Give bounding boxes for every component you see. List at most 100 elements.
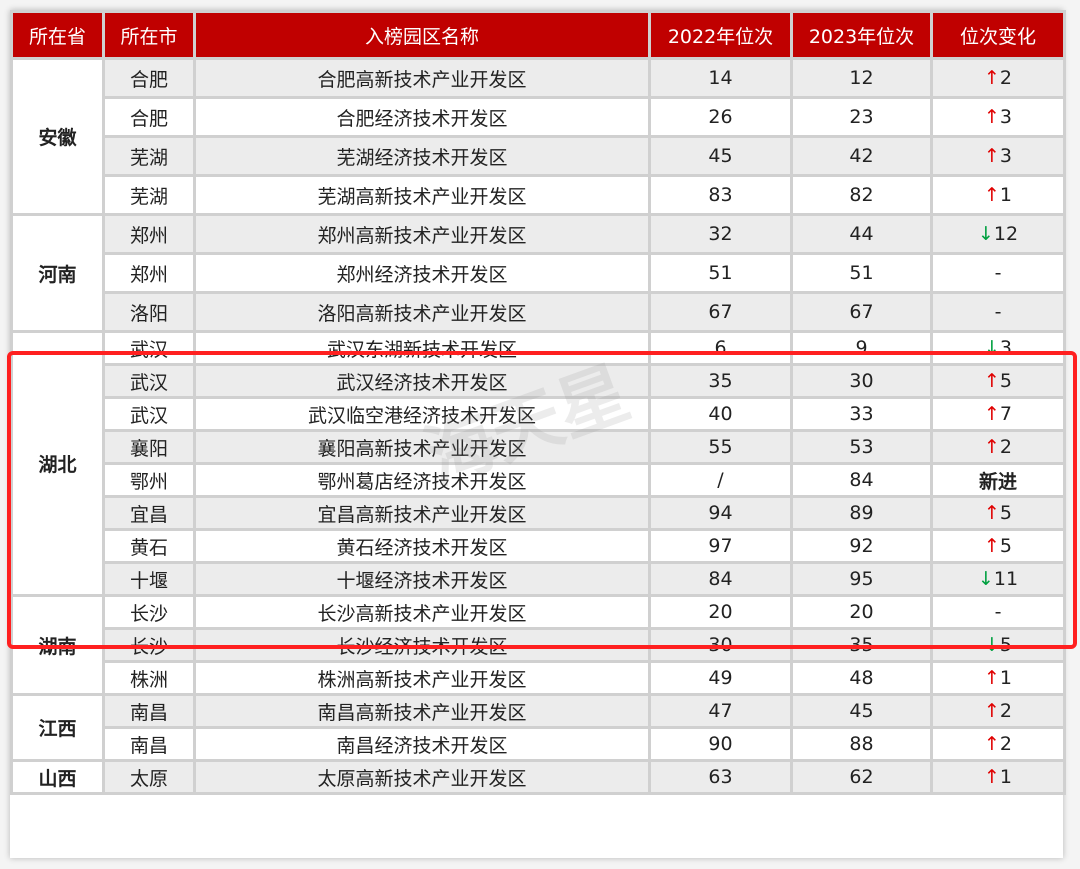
rank-change-value: 2 <box>999 67 1012 89</box>
rank-change-cell: ↑1 <box>930 174 1066 216</box>
city-cell: 鄂州 <box>102 462 196 498</box>
rank-2022-cell: 90 <box>648 726 793 762</box>
arrow-up-icon: ↑ <box>983 766 1000 788</box>
table-row: 江西 南昌 南昌高新技术产业开发区 47 45 ↑2 <box>10 693 1066 762</box>
park-name-cell: 合肥经济技术开发区 <box>193 96 651 138</box>
rank-2023-cell: 23 <box>790 96 933 138</box>
rank-2022-cell: 26 <box>648 96 793 138</box>
rank-2022-cell: 83 <box>648 174 793 216</box>
rank-2023-cell: 20 <box>790 594 933 630</box>
rank-change-value: - <box>994 301 1002 323</box>
park-name-cell: 襄阳高新技术产业开发区 <box>193 429 651 465</box>
rank-change-cell: ↑1 <box>930 759 1066 795</box>
park-name-cell: 武汉东湖新技术开发区 <box>193 330 651 366</box>
province-cell: 山西 <box>10 759 105 795</box>
rank-change-cell: ↑5 <box>930 495 1066 531</box>
table-row: 郑州 郑州经济技术开发区 51 51- <box>12 252 1066 294</box>
rank-change-value: 5 <box>999 634 1012 656</box>
rank-change-value: 2 <box>999 436 1012 458</box>
city-cell: 武汉 <box>102 330 196 366</box>
table-row: 安徽 合肥 合肥高新技术产业开发区 14 12 ↑2 <box>10 57 1066 216</box>
rank-2023-cell: 62 <box>790 759 933 795</box>
ranking-table-container: 所在省 所在市 入榜园区名称 2022年位次 2023年位次 位次变化 安徽 合肥… <box>10 10 1066 858</box>
ranking-table: 所在省 所在市 入榜园区名称 2022年位次 2023年位次 位次变化 安徽 合肥… <box>10 10 1066 795</box>
header-rank-2022: 2022年位次 <box>648 10 793 60</box>
city-cell: 宜昌 <box>102 495 196 531</box>
arrow-up-icon: ↑ <box>983 700 1000 722</box>
header-row: 所在省 所在市 入榜园区名称 2022年位次 2023年位次 位次变化 <box>10 10 1066 60</box>
rank-2022-cell: 40 <box>648 396 793 432</box>
city-cell: 芜湖 <box>102 135 196 177</box>
city-cell: 南昌 <box>102 726 196 762</box>
table-row: 芜湖 芜湖经济技术开发区 45 42 ↑3 <box>12 135 1066 177</box>
city-cell: 长沙 <box>102 627 196 663</box>
rank-change-value: 新进 <box>978 470 1017 493</box>
rank-change-value: 7 <box>999 403 1012 425</box>
city-cell: 太原 <box>102 759 196 795</box>
city-cell: 郑州 <box>102 252 196 294</box>
park-name-cell: 株洲高新技术产业开发区 <box>193 660 651 696</box>
table-row: 黄石 黄石经济技术开发区 97 92 ↑5 <box>12 528 1066 564</box>
city-cell: 洛阳 <box>102 291 196 333</box>
city-cell: 黄石 <box>102 528 196 564</box>
city-cell: 郑州 <box>102 213 196 255</box>
rank-change-value: 1 <box>999 184 1012 206</box>
rank-change-cell: ↑7 <box>930 396 1066 432</box>
rank-2022-cell: 49 <box>648 660 793 696</box>
header-park-name: 入榜园区名称 <box>193 10 651 60</box>
header-rank-change: 位次变化 <box>930 10 1066 60</box>
rank-change-cell: - <box>930 291 1066 333</box>
province-cell: 湖南 <box>10 594 105 696</box>
rank-change-value: 3 <box>999 337 1012 359</box>
park-name-cell: 合肥高新技术产业开发区 <box>193 57 651 99</box>
rank-change-cell: ↑3 <box>930 135 1066 177</box>
arrow-up-icon: ↑ <box>983 67 1000 89</box>
table-row: 襄阳 襄阳高新技术产业开发区 55 53 ↑2 <box>12 429 1066 465</box>
city-cell: 武汉 <box>102 396 196 432</box>
rank-change-value: 2 <box>999 733 1012 755</box>
city-cell: 武汉 <box>102 363 196 399</box>
province-cell: 江西 <box>10 693 105 762</box>
rank-2023-cell: 44 <box>790 213 933 255</box>
rank-change-value: 12 <box>993 223 1019 245</box>
rank-2022-cell: 20 <box>648 594 793 630</box>
arrow-up-icon: ↑ <box>983 145 1000 167</box>
arrow-up-icon: ↑ <box>983 436 1000 458</box>
rank-change-cell: ↑2 <box>930 429 1066 465</box>
rank-change-value: 5 <box>999 502 1012 524</box>
rank-change-value: 3 <box>999 145 1012 167</box>
arrow-up-icon: ↑ <box>983 370 1000 392</box>
rank-2022-cell: 47 <box>648 693 793 729</box>
rank-change-cell: ↑5 <box>930 363 1066 399</box>
rank-2023-cell: 92 <box>790 528 933 564</box>
rank-2023-cell: 45 <box>790 693 933 729</box>
rank-2023-cell: 84 <box>790 462 933 498</box>
rank-2022-cell: / <box>648 462 793 498</box>
arrow-down-icon: ↓ <box>983 634 1000 656</box>
rank-2022-cell: 63 <box>648 759 793 795</box>
park-name-cell: 长沙高新技术产业开发区 <box>193 594 651 630</box>
rank-2023-cell: 30 <box>790 363 933 399</box>
table-row: 武汉 武汉经济技术开发区 35 30 ↑5 <box>12 363 1066 399</box>
city-cell: 芜湖 <box>102 174 196 216</box>
rank-change-value: 3 <box>999 106 1012 128</box>
rank-2022-cell: 45 <box>648 135 793 177</box>
arrow-up-icon: ↑ <box>983 502 1000 524</box>
arrow-up-icon: ↑ <box>983 106 1000 128</box>
rank-2022-cell: 35 <box>648 363 793 399</box>
table-row: 株洲 株洲高新技术产业开发区 49 48 ↑1 <box>12 660 1066 696</box>
rank-change-cell: ↑2 <box>930 726 1066 762</box>
rank-2023-cell: 33 <box>790 396 933 432</box>
rank-2023-cell: 53 <box>790 429 933 465</box>
park-name-cell: 黄石经济技术开发区 <box>193 528 651 564</box>
park-name-cell: 南昌经济技术开发区 <box>193 726 651 762</box>
rank-2023-cell: 88 <box>790 726 933 762</box>
rank-2023-cell: 51 <box>790 252 933 294</box>
city-cell: 襄阳 <box>102 429 196 465</box>
table-row: 湖北 武汉 武汉东湖新技术开发区 6 9 ↓3 <box>10 330 1066 597</box>
arrow-up-icon: ↑ <box>983 535 1000 557</box>
rank-change-cell: ↑5 <box>930 528 1066 564</box>
rank-change-cell: ↓5 <box>930 627 1066 663</box>
rank-change-cell: ↑1 <box>930 660 1066 696</box>
rank-change-value: - <box>994 601 1002 623</box>
